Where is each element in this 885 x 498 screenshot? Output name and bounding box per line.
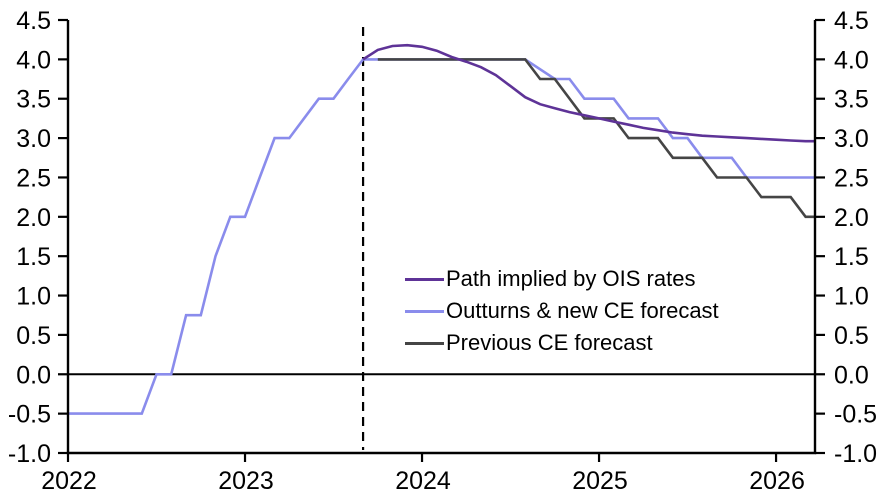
- svg-text:3.0: 3.0: [16, 125, 51, 153]
- svg-text:0.5: 0.5: [16, 322, 51, 350]
- legend-item: Previous CE forecast: [405, 327, 719, 359]
- svg-text:2024: 2024: [395, 467, 451, 495]
- legend-label-previous-forecast: Previous CE forecast: [446, 330, 653, 355]
- svg-text:2.5: 2.5: [834, 164, 869, 192]
- svg-text:-1.0: -1.0: [8, 440, 51, 468]
- legend-line-swatch-new-forecast: [405, 309, 444, 313]
- legend: Path implied by OIS rates Outturns & new…: [405, 263, 719, 359]
- svg-text:1.5: 1.5: [16, 243, 51, 271]
- svg-text:4.0: 4.0: [16, 46, 51, 74]
- legend-line-swatch-previous-forecast: [405, 341, 444, 345]
- legend-line-swatch-ois: [405, 277, 444, 281]
- svg-text:3.5: 3.5: [834, 86, 869, 114]
- svg-text:4.0: 4.0: [834, 46, 869, 74]
- svg-text:4.5: 4.5: [16, 7, 51, 35]
- svg-text:-0.5: -0.5: [8, 401, 51, 429]
- svg-text:1.5: 1.5: [834, 243, 869, 271]
- svg-text:3.5: 3.5: [16, 86, 51, 114]
- svg-text:-1.0: -1.0: [834, 440, 877, 468]
- svg-text:-0.5: -0.5: [834, 401, 877, 429]
- svg-text:2022: 2022: [41, 467, 97, 495]
- svg-text:1.0: 1.0: [834, 283, 869, 311]
- svg-text:3.0: 3.0: [834, 125, 869, 153]
- svg-text:2023: 2023: [218, 467, 274, 495]
- svg-text:2.0: 2.0: [834, 204, 869, 232]
- svg-text:1.0: 1.0: [16, 283, 51, 311]
- legend-label-ois: Path implied by OIS rates: [446, 266, 696, 291]
- svg-text:4.5: 4.5: [834, 7, 869, 35]
- legend-item: Path implied by OIS rates: [405, 263, 719, 295]
- legend-item: Outturns & new CE forecast: [405, 295, 719, 327]
- legend-label-new-forecast: Outturns & new CE forecast: [446, 298, 719, 323]
- svg-text:0.0: 0.0: [16, 361, 51, 389]
- svg-text:0.5: 0.5: [834, 322, 869, 350]
- svg-text:0.0: 0.0: [834, 361, 869, 389]
- svg-text:2.0: 2.0: [16, 204, 51, 232]
- svg-text:2.5: 2.5: [16, 164, 51, 192]
- svg-text:2026: 2026: [749, 467, 805, 495]
- svg-text:2025: 2025: [572, 467, 628, 495]
